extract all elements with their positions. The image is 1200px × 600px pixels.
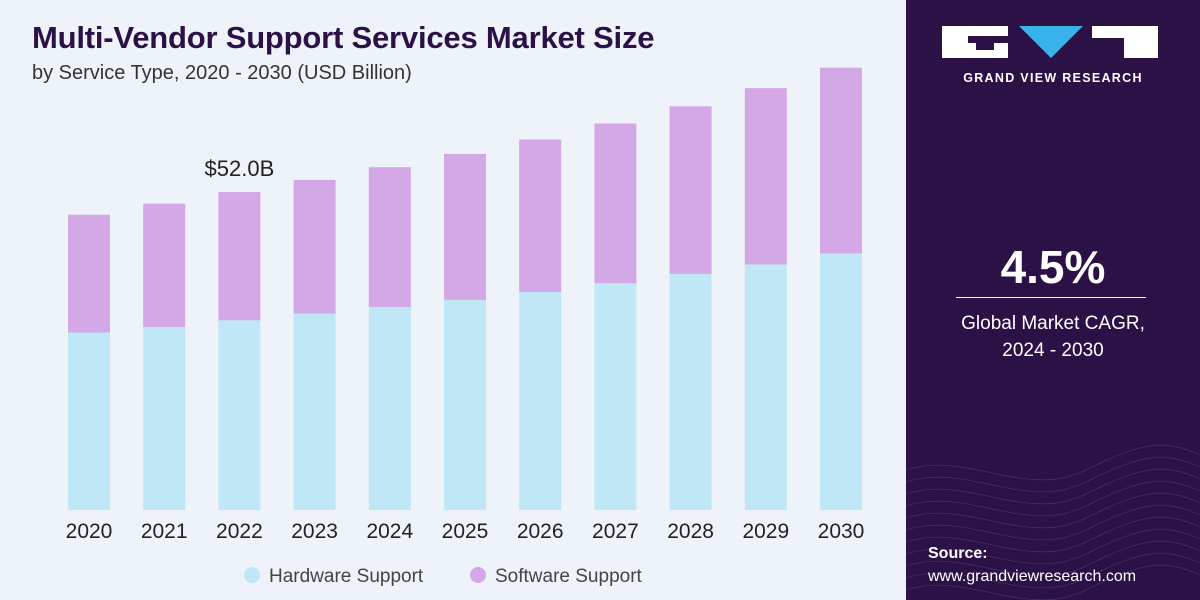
bar-hardware-2028 xyxy=(669,273,712,510)
bar-hardware-2020 xyxy=(68,332,110,510)
bar-software-2029 xyxy=(744,88,787,265)
x-tick-label-2022: 2022 xyxy=(216,520,263,543)
bar-hardware-2021 xyxy=(143,326,186,510)
legend-swatch-hardware xyxy=(244,567,260,583)
bar-software-2027 xyxy=(594,123,637,284)
logo-triangle-icon xyxy=(1019,26,1083,58)
bar-software-2026 xyxy=(519,139,562,293)
x-tick-label-2030: 2030 xyxy=(818,520,865,543)
x-tick-label-2029: 2029 xyxy=(742,520,789,543)
chart-title: Multi-Vendor Support Services Market Siz… xyxy=(32,20,655,55)
bar-hardware-2025 xyxy=(444,299,486,510)
cagr-value: 4.5% xyxy=(1000,241,1106,293)
x-tick-label-2020: 2020 xyxy=(66,520,113,543)
x-tick-label-2023: 2023 xyxy=(291,520,338,543)
x-tick-label-2026: 2026 xyxy=(517,520,564,543)
chart-subtitle: by Service Type, 2020 - 2030 (USD Billio… xyxy=(32,62,412,84)
x-tick-label-2024: 2024 xyxy=(366,520,413,543)
value-callout-2022: $52.0B xyxy=(205,156,275,181)
logo-text: GRAND VIEW RESEARCH xyxy=(963,71,1143,85)
source-label: Source: xyxy=(928,545,988,562)
bar-software-2028 xyxy=(669,106,712,274)
legend-label-hardware: Hardware Support xyxy=(269,566,424,587)
source-url[interactable]: www.grandviewresearch.com xyxy=(928,568,1137,585)
x-tick-label-2028: 2028 xyxy=(667,520,714,543)
cagr-label-line-2: 2024 - 2030 xyxy=(1002,340,1104,361)
bar-hardware-2026 xyxy=(519,292,562,510)
cagr-label-line-1: Global Market CAGR, xyxy=(961,313,1145,334)
decorative-wave-lines xyxy=(906,444,1200,600)
x-tick-label-2021: 2021 xyxy=(141,520,188,543)
bar-hardware-2029 xyxy=(744,264,787,510)
cagr-divider xyxy=(956,297,1146,298)
stacked-bar-chart: 2020 2021 2022 $52.0B 2023 2024 2025 2026 2027 20… xyxy=(66,67,865,587)
bar-software-2024 xyxy=(368,167,411,308)
x-tick-label-2027: 2027 xyxy=(592,520,639,543)
bar-hardware-2027 xyxy=(594,283,637,510)
bar-software-2020 xyxy=(68,214,110,333)
bar-hardware-2030 xyxy=(820,253,862,510)
bar-software-2022 xyxy=(218,192,261,321)
bar-hardware-2024 xyxy=(368,307,411,510)
sidebar-panel: GRAND VIEW RESEARCH 4.5% Global Market C… xyxy=(906,0,1200,600)
grand-view-research-logo xyxy=(942,26,1158,60)
cagr-label: Global Market CAGR, 2024 - 2030 xyxy=(906,310,1200,364)
bar-software-2021 xyxy=(143,203,186,327)
bar-software-2023 xyxy=(293,179,336,314)
chart-panel: Multi-Vendor Support Services Market Siz… xyxy=(32,20,865,587)
bar-hardware-2022 xyxy=(218,320,261,510)
legend-swatch-software xyxy=(470,567,486,583)
x-tick-label-2025: 2025 xyxy=(442,520,489,543)
bar-hardware-2023 xyxy=(293,313,336,510)
bar-software-2030 xyxy=(820,67,862,254)
bar-software-2025 xyxy=(444,153,486,300)
legend-label-software: Software Support xyxy=(495,566,643,587)
